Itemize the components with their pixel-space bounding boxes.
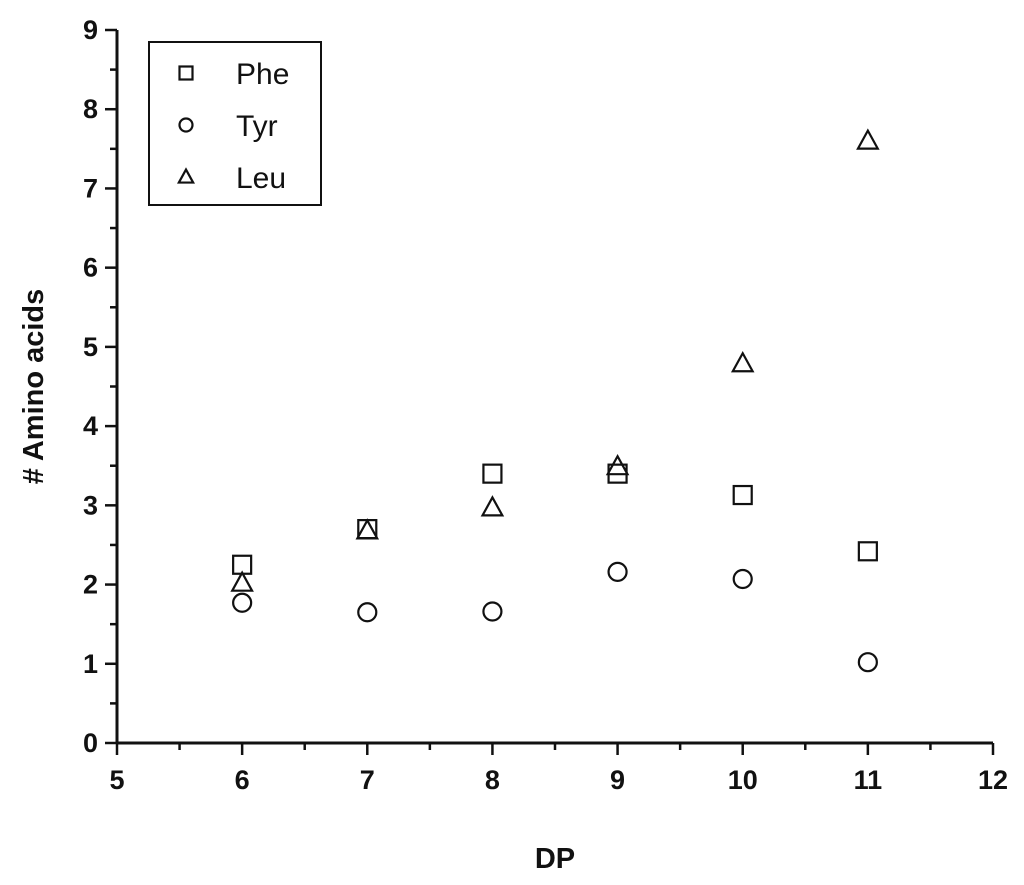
legend-marker-phe	[178, 65, 194, 81]
data-points	[230, 128, 880, 673]
y-tick-label: 3	[83, 490, 98, 520]
legend-item-leu: Leu	[176, 162, 286, 195]
y-tick-label: 2	[83, 570, 98, 600]
y-axis-title: # Amino acids	[18, 289, 50, 485]
leu-point	[230, 570, 254, 592]
x-tick-label: 9	[610, 765, 625, 795]
y-tick-label: 1	[83, 649, 98, 679]
tyr-point	[232, 592, 253, 613]
tyr-point	[857, 652, 878, 673]
y-tick-label: 5	[83, 332, 98, 362]
legend-marker-tyr	[178, 117, 194, 133]
x-tick-label: 11	[854, 765, 883, 795]
phe-point	[482, 463, 503, 484]
legend-item-phe: Phe	[178, 58, 289, 91]
y-tick-label: 4	[83, 411, 98, 441]
y-tick-label: 6	[83, 253, 98, 283]
leu-point	[355, 518, 380, 540]
x-tick-label: 6	[235, 765, 250, 795]
tyr-point	[357, 602, 378, 623]
x-tick-label: 7	[360, 765, 375, 795]
leu-point	[480, 495, 505, 517]
x-tick-label: 8	[485, 765, 500, 795]
y-tick-label: 0	[83, 728, 98, 758]
x-tick-label: 5	[109, 765, 124, 795]
phe-point	[357, 518, 378, 540]
legend-marker-leu	[176, 167, 196, 184]
tyr-point	[607, 561, 628, 582]
legend: Phe Tyr Leu	[148, 41, 322, 206]
y-tick-label: 8	[83, 94, 98, 124]
tyr-point	[732, 568, 753, 590]
y-tick-label: 7	[83, 173, 98, 203]
legend-label: Tyr	[236, 110, 278, 143]
y-tick-label: 9	[83, 15, 98, 45]
series-leu	[230, 128, 880, 592]
x-tick-label: 12	[978, 765, 1008, 795]
leu-point	[605, 453, 630, 476]
leu-point	[856, 128, 880, 150]
x-tick-label: 10	[728, 765, 758, 795]
legend-box	[148, 41, 322, 206]
tyr-point	[482, 601, 503, 622]
phe-point	[857, 541, 878, 562]
legend-label: Phe	[236, 58, 289, 91]
series-tyr	[232, 561, 878, 673]
legend-label: Leu	[236, 162, 286, 195]
series-phe	[232, 463, 878, 575]
phe-point	[732, 484, 753, 506]
x-axis-title: DP	[535, 843, 575, 875]
legend-item-tyr: Tyr	[178, 110, 278, 143]
leu-point	[730, 350, 755, 373]
